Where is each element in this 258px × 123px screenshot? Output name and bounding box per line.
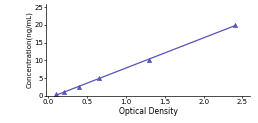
Point — [77, 86, 81, 88]
Point — [54, 93, 58, 95]
Point — [147, 60, 151, 62]
Point — [96, 77, 101, 79]
Point — [61, 91, 66, 93]
X-axis label: Optical Density: Optical Density — [119, 107, 178, 116]
Y-axis label: Concentration(ng/mL): Concentration(ng/mL) — [26, 11, 33, 88]
Point — [233, 24, 237, 26]
